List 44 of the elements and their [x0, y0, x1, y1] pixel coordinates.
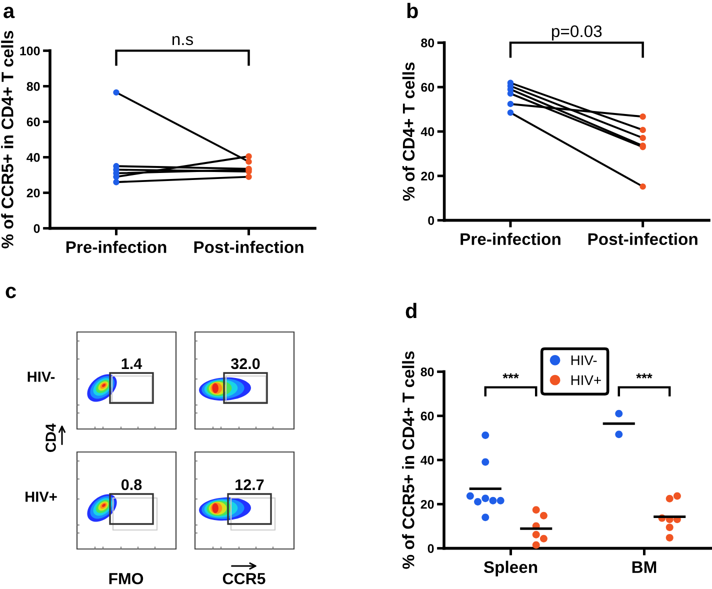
legend-label: HIV+	[571, 375, 601, 385]
text: 0.8	[121, 479, 142, 490]
y-tick-label: 60	[421, 82, 434, 92]
y-tick-label: 0	[428, 216, 434, 225]
x-tick-label: Pre-infection	[460, 232, 560, 246]
text: 32.0	[230, 358, 260, 370]
x-tick-label: Pre-infection	[66, 240, 166, 254]
x-tick-label: Spleen	[484, 560, 538, 576]
y-tick-label: 40	[420, 127, 434, 136]
y-tick-label: 40	[26, 153, 40, 162]
annotation: ***	[502, 373, 519, 379]
y-tick-label: 0	[34, 224, 40, 233]
x-tick-label: BM	[632, 561, 656, 573]
x-tick-label: Post-infection	[194, 240, 304, 254]
y-tick-label: 60	[420, 412, 434, 420]
y-tick-label: 80	[420, 368, 434, 376]
text: CD4	[46, 423, 56, 452]
y-tick-label: 20	[421, 172, 434, 181]
y-axis-title: % of CD4+ T cells	[402, 62, 415, 201]
text: p=0.03	[552, 25, 602, 40]
category-label: HIV+	[26, 492, 57, 502]
y-tick-label: 80	[421, 38, 434, 48]
legend-label: HIV-	[571, 356, 597, 366]
text: c	[6, 286, 16, 298]
y-tick-label: 60	[26, 118, 40, 126]
y-axis-title: % of CCR5+ in CD4+ T cells	[402, 351, 414, 569]
y-tick-label: 40	[420, 456, 434, 465]
annotation: ***	[636, 373, 652, 379]
y-tick-label: 100	[20, 46, 40, 56]
category-label: CCR5	[222, 572, 266, 584]
y-axis-title: % of CCR5+ in CD4+ T cells	[1, 30, 14, 248]
category-label: FMO	[109, 572, 144, 584]
x-tick-label: Post-infection	[588, 232, 698, 246]
category-label: HIV-	[28, 372, 55, 382]
text: 12.7	[236, 479, 264, 490]
chart-title: b	[407, 2, 418, 18]
text: n.s	[172, 36, 194, 46]
text: 1.4	[122, 358, 142, 369]
chart-title: d	[406, 302, 416, 318]
y-tick-label: 80	[26, 82, 40, 91]
y-tick-label: 20	[26, 188, 40, 198]
chart-title: a	[4, 6, 15, 18]
y-tick-label: 0	[428, 544, 434, 553]
y-tick-label: 20	[420, 500, 434, 509]
